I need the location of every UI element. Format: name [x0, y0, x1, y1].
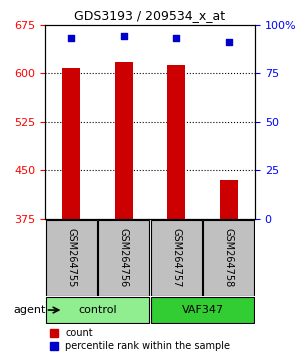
Bar [62, 68, 80, 219]
Text: GSM264755: GSM264755 [66, 228, 76, 287]
FancyBboxPatch shape [151, 219, 202, 296]
Text: GSM264757: GSM264757 [171, 228, 181, 287]
Title: GDS3193 / 209534_x_at: GDS3193 / 209534_x_at [74, 9, 226, 22]
Bar [220, 180, 238, 219]
Text: GSM264758: GSM264758 [224, 228, 234, 287]
Point [69, 35, 74, 41]
FancyBboxPatch shape [151, 297, 254, 323]
Bar [115, 62, 133, 219]
Text: VAF347: VAF347 [182, 305, 224, 315]
Text: agent: agent [13, 305, 46, 315]
Bar [167, 65, 185, 219]
Text: GSM264756: GSM264756 [119, 228, 129, 287]
Text: control: control [78, 305, 117, 315]
FancyBboxPatch shape [98, 219, 149, 296]
Point [121, 34, 126, 39]
Point [174, 35, 179, 41]
Point [226, 39, 231, 45]
FancyBboxPatch shape [46, 219, 97, 296]
FancyBboxPatch shape [46, 297, 149, 323]
Legend: count, percentile rank within the sample: count, percentile rank within the sample [50, 329, 230, 352]
FancyBboxPatch shape [203, 219, 254, 296]
